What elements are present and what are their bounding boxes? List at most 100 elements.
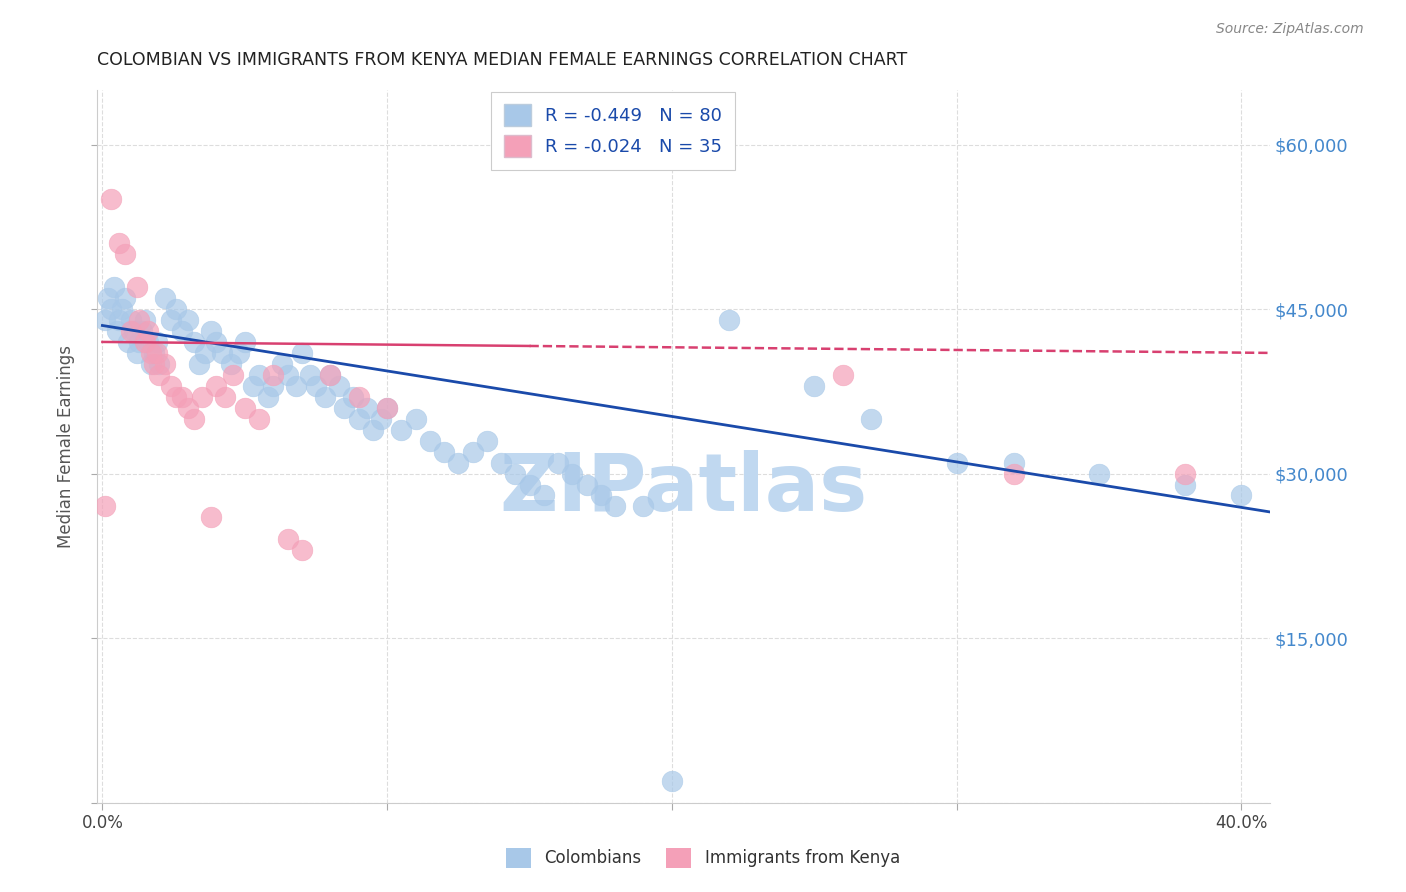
Point xyxy=(291,543,314,558)
Point xyxy=(505,467,527,481)
Point xyxy=(533,488,555,502)
Point xyxy=(188,357,211,371)
Point xyxy=(177,313,200,327)
Point xyxy=(433,444,456,458)
Point xyxy=(233,401,256,415)
Point xyxy=(285,379,308,393)
Point xyxy=(661,773,683,788)
Point xyxy=(103,280,125,294)
Point xyxy=(205,379,228,393)
Point xyxy=(461,444,484,458)
Point xyxy=(108,313,131,327)
Point xyxy=(247,368,270,382)
Point xyxy=(561,467,583,481)
Point xyxy=(128,313,150,327)
Point xyxy=(159,313,181,327)
Point xyxy=(1002,467,1025,481)
Point xyxy=(200,510,222,524)
Point xyxy=(211,346,233,360)
Point xyxy=(142,346,165,360)
Point xyxy=(165,390,187,404)
Point xyxy=(219,357,242,371)
Point xyxy=(153,291,176,305)
Point xyxy=(222,368,245,382)
Point xyxy=(159,379,181,393)
Point xyxy=(356,401,378,415)
Point xyxy=(945,456,967,470)
Point xyxy=(105,324,128,338)
Point xyxy=(148,368,170,382)
Point xyxy=(139,346,162,360)
Point xyxy=(1088,467,1111,481)
Point xyxy=(233,334,256,349)
Point xyxy=(489,456,512,470)
Point xyxy=(375,401,398,415)
Point xyxy=(114,247,136,261)
Point xyxy=(114,291,136,305)
Point xyxy=(183,411,205,425)
Point xyxy=(128,334,150,349)
Point xyxy=(172,324,194,338)
Point xyxy=(191,390,214,404)
Point xyxy=(120,313,142,327)
Point xyxy=(125,346,148,360)
Point xyxy=(177,401,200,415)
Point xyxy=(153,357,176,371)
Point xyxy=(97,291,120,305)
Point xyxy=(633,500,655,514)
Point xyxy=(319,368,342,382)
Point xyxy=(270,357,292,371)
Point xyxy=(419,434,441,448)
Point xyxy=(519,477,541,491)
Point xyxy=(305,379,328,393)
Point xyxy=(589,488,612,502)
Legend: R = -0.449   N = 80, R = -0.024   N = 35: R = -0.449 N = 80, R = -0.024 N = 35 xyxy=(491,92,735,170)
Point xyxy=(148,357,170,371)
Point xyxy=(205,334,228,349)
Legend: Colombians, Immigrants from Kenya: Colombians, Immigrants from Kenya xyxy=(499,841,907,875)
Point xyxy=(136,334,159,349)
Point xyxy=(262,368,284,382)
Point xyxy=(1173,477,1195,491)
Point xyxy=(145,346,167,360)
Point xyxy=(214,390,236,404)
Point xyxy=(347,411,370,425)
Point xyxy=(389,423,412,437)
Y-axis label: Median Female Earnings: Median Female Earnings xyxy=(58,344,75,548)
Point xyxy=(136,324,159,338)
Point xyxy=(183,334,205,349)
Point xyxy=(328,379,350,393)
Text: ZIPatlas: ZIPatlas xyxy=(499,450,868,528)
Point xyxy=(547,456,569,470)
Point xyxy=(200,324,222,338)
Point xyxy=(134,313,156,327)
Point xyxy=(122,324,145,338)
Point xyxy=(333,401,356,415)
Point xyxy=(370,411,392,425)
Text: COLOMBIAN VS IMMIGRANTS FROM KENYA MEDIAN FEMALE EARNINGS CORRELATION CHART: COLOMBIAN VS IMMIGRANTS FROM KENYA MEDIA… xyxy=(97,51,907,69)
Point xyxy=(291,346,314,360)
Point xyxy=(831,368,853,382)
Point xyxy=(194,346,217,360)
Point xyxy=(405,411,427,425)
Point xyxy=(172,390,194,404)
Point xyxy=(242,379,264,393)
Point xyxy=(139,357,162,371)
Point xyxy=(256,390,278,404)
Point xyxy=(1230,488,1253,502)
Point xyxy=(361,423,384,437)
Point xyxy=(131,324,153,338)
Point xyxy=(262,379,284,393)
Point xyxy=(108,236,131,251)
Point xyxy=(100,192,122,206)
Point xyxy=(1173,467,1195,481)
Point xyxy=(299,368,322,382)
Point xyxy=(860,411,883,425)
Point xyxy=(1002,456,1025,470)
Point xyxy=(134,334,156,349)
Point xyxy=(120,324,142,338)
Point xyxy=(125,280,148,294)
Point xyxy=(276,533,298,547)
Point xyxy=(145,334,167,349)
Point xyxy=(342,390,364,404)
